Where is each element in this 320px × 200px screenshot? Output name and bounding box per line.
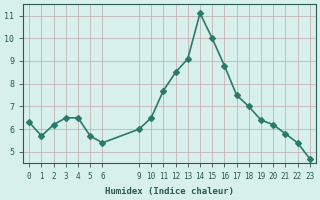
X-axis label: Humidex (Indice chaleur): Humidex (Indice chaleur) xyxy=(105,187,234,196)
